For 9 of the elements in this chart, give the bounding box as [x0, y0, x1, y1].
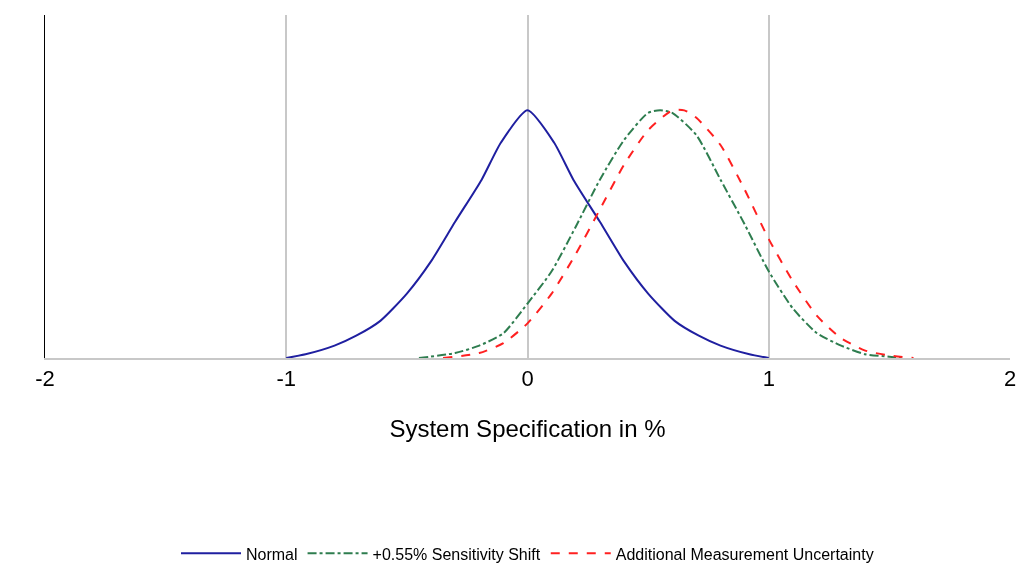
x-tick-label: 0	[521, 366, 534, 392]
legend-label: Normal	[246, 545, 298, 563]
legend-label: Additional Measurement Uncertainty	[615, 545, 874, 563]
x-tick-label: 2	[1003, 366, 1017, 392]
x-tick-label: -2	[35, 366, 55, 392]
x-axis-title: System Specification in %	[389, 415, 666, 443]
x-tick-label: -1	[276, 366, 297, 392]
legend-label: +0.55% Sensitivity Shift	[372, 545, 541, 563]
x-tick-label: 1	[762, 366, 775, 392]
